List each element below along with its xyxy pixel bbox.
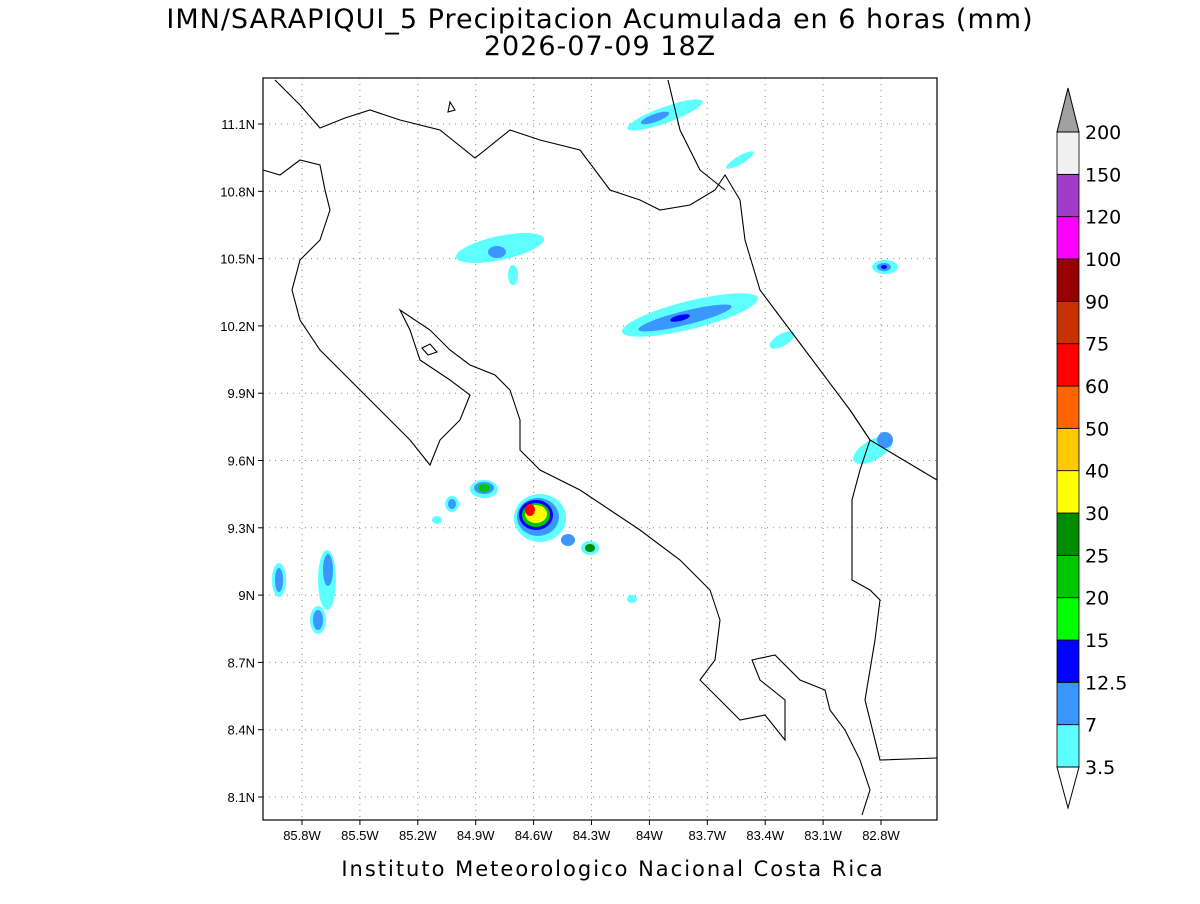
colorbar-label: 100 xyxy=(1085,249,1121,271)
color-box xyxy=(1056,512,1080,556)
colorbar-label: 15 xyxy=(1085,630,1109,652)
lon-label: 83.7W xyxy=(689,828,727,843)
lon-label: 85.8W xyxy=(283,828,321,843)
color-box xyxy=(1056,131,1080,175)
colorbar-label: 75 xyxy=(1085,334,1109,356)
lat-label: 10.8N xyxy=(220,184,255,199)
colorbar-label: 200 xyxy=(1085,122,1121,144)
lon-label: 83.4W xyxy=(746,828,784,843)
lon-label: 84W xyxy=(636,828,663,843)
lat-label: 8.1N xyxy=(228,790,255,805)
coastlines xyxy=(262,79,938,816)
color-box xyxy=(1056,216,1080,260)
lat-label: 11.1N xyxy=(221,117,255,132)
color-box xyxy=(1056,597,1080,641)
lat-label: 8.4N xyxy=(228,723,255,738)
lon-label: 84.9W xyxy=(457,828,495,843)
map-subtitle: 2026-07-09 18Z xyxy=(484,31,716,62)
colorbar-label: 90 xyxy=(1085,291,1109,313)
colorbar-label: 12.5 xyxy=(1085,672,1127,694)
lat-label: 9.6N xyxy=(228,454,255,469)
map-frame xyxy=(262,77,938,821)
lon-label: 85.2W xyxy=(399,828,437,843)
color-box xyxy=(1056,554,1080,599)
colorbar-label: 30 xyxy=(1085,503,1109,525)
precipitation xyxy=(272,99,898,634)
color-box xyxy=(1056,427,1080,472)
under-arrow xyxy=(1056,766,1080,810)
color-box xyxy=(1056,385,1080,429)
lon-label: 84.6W xyxy=(515,828,553,843)
color-box xyxy=(1056,639,1080,683)
lat-label: 9N xyxy=(238,588,255,603)
colorbar: 3.5 7 12.5 15 20 25 30 40 50 60 75 90 100 120 150 200 xyxy=(1056,87,1127,810)
lat-label: 10.5N xyxy=(220,252,255,267)
colorbar-label: 40 xyxy=(1085,461,1109,483)
color-box xyxy=(1056,300,1080,345)
lat-label: 10.2N xyxy=(220,319,255,334)
color-box xyxy=(1056,681,1080,726)
map-title: IMN/SARAPIQUI_5 Precipitacion Acumulada … xyxy=(166,4,1033,35)
color-box xyxy=(1056,343,1080,387)
colorbar-label: 20 xyxy=(1085,588,1109,610)
over-arrow xyxy=(1056,87,1080,133)
lon-label: 85.5W xyxy=(341,828,379,843)
color-box xyxy=(1056,173,1080,218)
color-box xyxy=(1056,258,1080,302)
colorbar-label: 120 xyxy=(1085,207,1121,229)
footer: Instituto Meteorologico Nacional Costa R… xyxy=(341,857,884,881)
colorbar-label: 50 xyxy=(1085,418,1109,440)
colorbar-label: 3.5 xyxy=(1085,757,1115,779)
lat-label: 9.9N xyxy=(228,386,255,401)
colorbar-label: 60 xyxy=(1085,376,1109,398)
colorbar-label: 25 xyxy=(1085,545,1109,567)
lat-label: 8.7N xyxy=(228,655,255,670)
lon-label: 84.3W xyxy=(573,828,611,843)
lon-label: 83.1W xyxy=(804,828,842,843)
lat-label: 9.3N xyxy=(228,521,255,536)
lon-label: 82.8W xyxy=(862,828,900,843)
grid: 11.1N 10.8N 10.5N 10.2N 9.9N 9.6N 9.3N 9N 8.7N 8.… xyxy=(220,78,937,843)
color-box xyxy=(1056,724,1080,768)
color-box xyxy=(1056,470,1080,514)
colorbar-label: 7 xyxy=(1085,715,1097,737)
colorbar-label: 150 xyxy=(1085,164,1121,186)
